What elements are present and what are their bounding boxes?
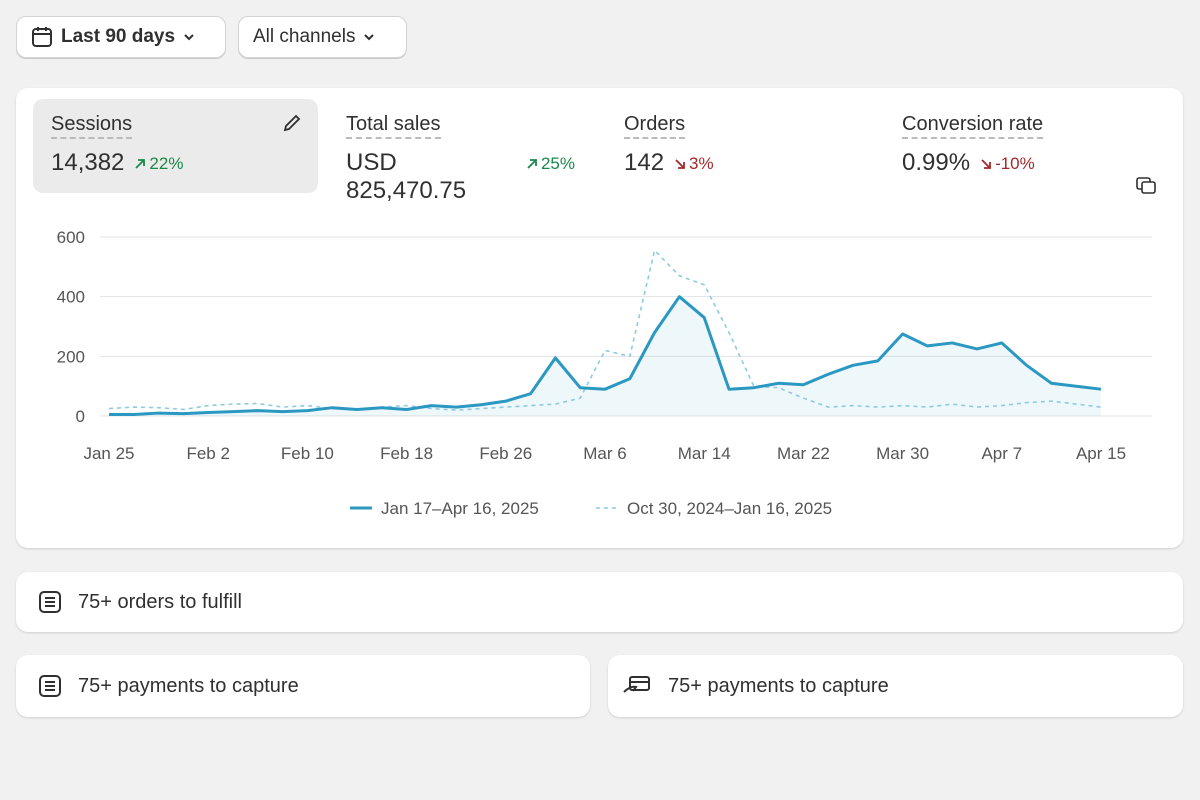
task: 75+ payments to capture	[16, 655, 590, 717]
task-card[interactable]: 75+ payments to capture	[16, 655, 590, 717]
channel-filter-label: All channels	[253, 26, 356, 47]
metric-row: USD 825,470.75 25%	[346, 149, 575, 205]
metric-tile[interactable]: Orders 142 3%	[606, 99, 871, 193]
metric-row: 142 3%	[624, 149, 853, 177]
arrow-path	[527, 159, 537, 169]
metric-label: Orders	[624, 113, 686, 139]
metric-value: 142	[624, 149, 665, 176]
metric-tile[interactable]: Sessions 14,382 22%	[33, 99, 318, 193]
payment-icon	[623, 676, 650, 693]
metric-change: 22%	[134, 154, 183, 174]
list-icon	[39, 675, 61, 697]
arrow-path	[981, 159, 991, 169]
metric-change: 3%	[674, 154, 714, 174]
metric-change-value: -10%	[995, 154, 1035, 173]
task-card[interactable]: 75+ orders to fulfill	[16, 572, 1183, 632]
task: 75+ payments to capture	[608, 655, 1183, 717]
metric-change: -10%	[980, 154, 1035, 174]
task-label: 75+ payments to capture	[78, 674, 299, 697]
metric-label: Sessions	[51, 113, 133, 139]
metric-row: 14,382 22%	[51, 149, 300, 177]
metric-change-value: 25%	[540, 154, 575, 173]
metric-tile[interactable]: Conversion rate 0.99% -10%	[884, 99, 1169, 193]
task: 75+ orders to fulfill	[16, 572, 1183, 632]
task-card[interactable]: 75+ payments to capture	[608, 655, 1183, 717]
date-filter[interactable]: Last 90 days	[16, 16, 226, 58]
metric-value: 14,382	[51, 149, 125, 176]
trend-arrow	[135, 159, 146, 169]
task-label: 75+ payments to capture	[668, 674, 889, 697]
metric-label: Conversion rate	[902, 113, 1044, 139]
trend-arrow	[527, 159, 537, 169]
chevron	[364, 34, 375, 41]
task-label: 75+ orders to fulfill	[78, 590, 242, 613]
metric-label: Total sales	[346, 113, 441, 139]
chevron	[184, 34, 194, 41]
calendar-icon	[32, 27, 52, 47]
arrow-path	[675, 159, 685, 169]
metric-change-value: 22%	[149, 154, 184, 173]
trend-arrow	[981, 159, 991, 169]
date-filter-label: Last 90 days	[61, 26, 176, 47]
metric-value: USD 825,470.75	[346, 149, 467, 204]
metric-change-value: 3%	[689, 154, 714, 173]
metric-value: 0.99%	[902, 149, 971, 176]
channel-filter[interactable]: All channels	[238, 16, 407, 58]
metric-row: 0.99% -10%	[902, 149, 1151, 177]
edit-icon[interactable]	[282, 113, 302, 133]
metric-tile[interactable]: Total sales USD 825,470.75 25%	[328, 99, 593, 204]
list-icon	[39, 591, 61, 613]
arrow-path	[135, 159, 146, 169]
metric-change: 25%	[526, 154, 575, 174]
chart-menu-icon[interactable]	[1135, 174, 1157, 196]
trend-arrow	[675, 159, 685, 169]
